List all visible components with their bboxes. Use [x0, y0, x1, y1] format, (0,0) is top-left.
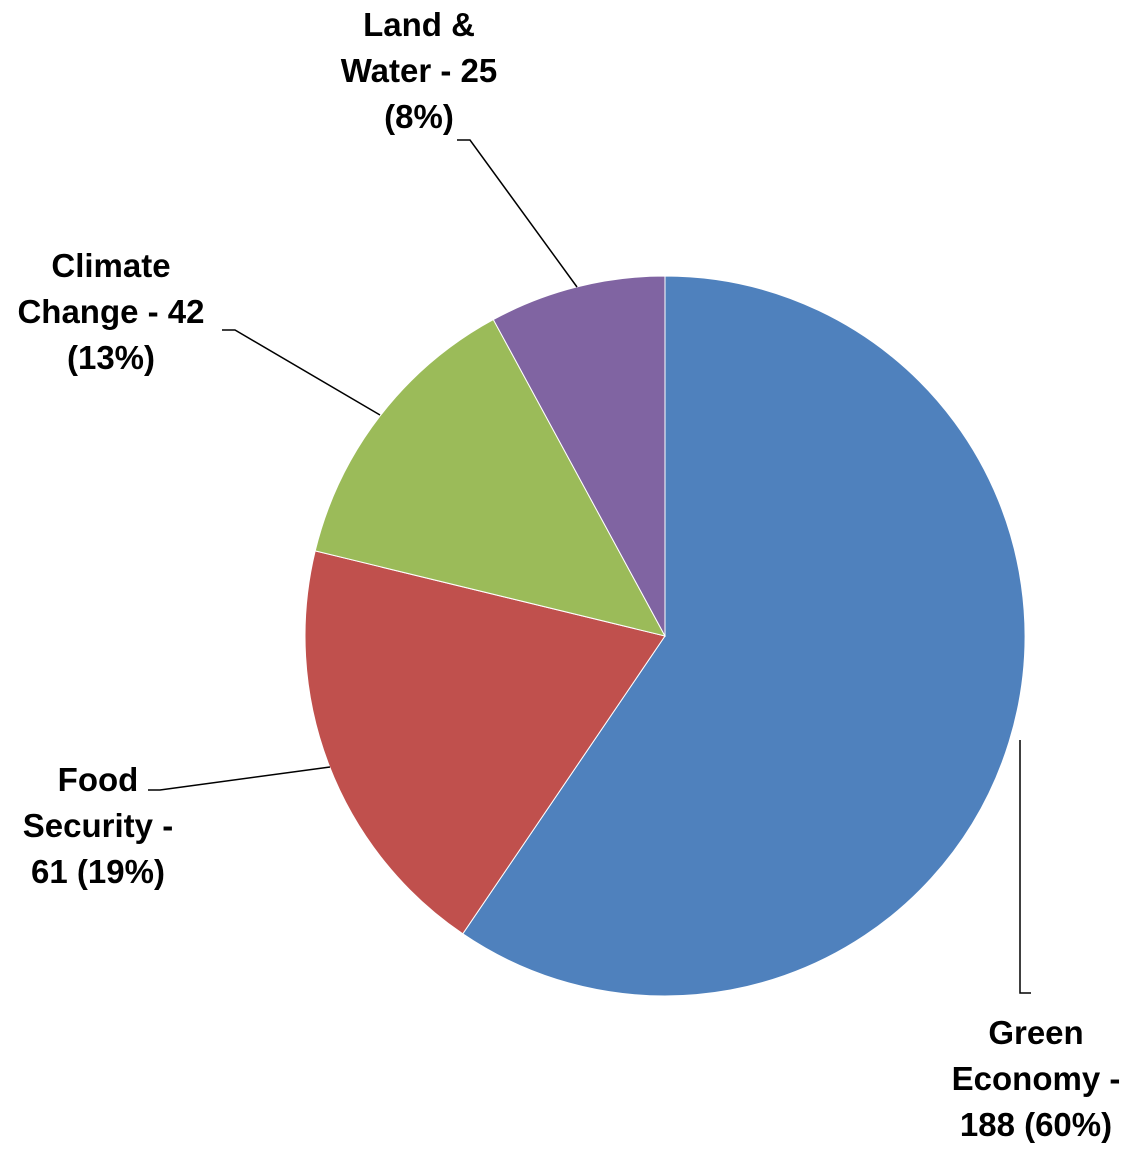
label-line: Economy - — [951, 1060, 1121, 1097]
label-line: Climate — [51, 247, 171, 284]
pie-slice-climate-change — [314, 318, 666, 637]
slice-label-green-economy: Green Economy - 188 (60%) — [946, 1010, 1126, 1148]
label-line: Food — [57, 761, 139, 798]
label-line: 188 (60%) — [959, 1106, 1113, 1143]
label-line: Water - 25 — [340, 52, 498, 89]
leader-line-climate-change — [222, 329, 381, 416]
leader-line-food-security — [148, 766, 331, 791]
leader-lines — [148, 139, 1031, 994]
slice-label-food-security: Food Security - 61 (19%) — [5, 757, 191, 895]
label-line: Security - — [22, 807, 174, 844]
label-line: Land & — [363, 6, 475, 43]
label-line: Change - 42 — [17, 293, 205, 330]
leader-line-green-economy — [1019, 740, 1031, 994]
label-line: (13%) — [66, 339, 156, 376]
pie-slice-green-economy — [462, 275, 1026, 997]
pie-slices — [304, 275, 1026, 997]
label-line: 61 (19%) — [31, 853, 165, 890]
pie-slice-food-security — [304, 550, 666, 935]
slice-label-climate-change: Climate Change - 42 (13%) — [2, 243, 220, 381]
leader-line-land-water — [457, 139, 578, 288]
label-line: (8%) — [384, 98, 454, 135]
slice-label-land-water: Land & Water - 25 (8%) — [312, 2, 526, 140]
label-line: Green — [988, 1014, 1084, 1051]
